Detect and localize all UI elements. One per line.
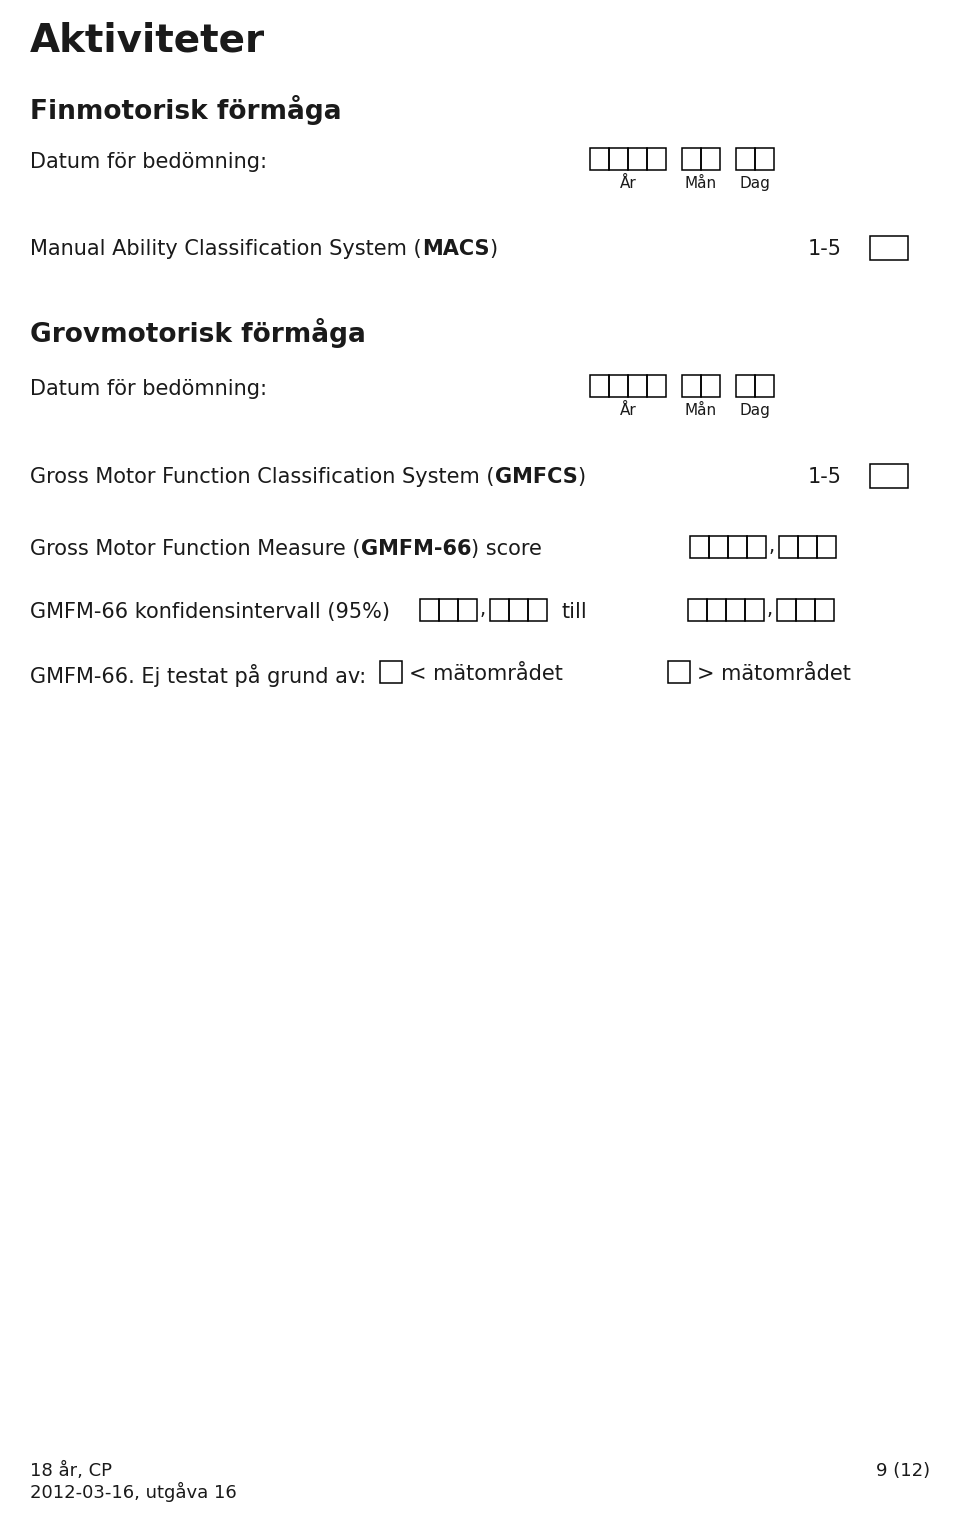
Text: GMFM-66. Ej testat på grund av:: GMFM-66. Ej testat på grund av: (30, 664, 366, 687)
Text: 9 (12): 9 (12) (876, 1462, 930, 1480)
Text: Mån: Mån (684, 176, 717, 191)
Text: 1-5: 1-5 (808, 468, 842, 487)
Text: GMFM-66: GMFM-66 (361, 539, 471, 558)
Bar (777, 599, 796, 620)
Bar (380, 661, 402, 682)
Bar (798, 536, 817, 558)
Bar (728, 536, 747, 558)
Text: ,: , (769, 537, 775, 555)
Text: Datum för bedömning:: Datum för bedömning: (30, 378, 267, 399)
Text: Finmotorisk förmåga: Finmotorisk förmåga (30, 95, 342, 126)
Bar (439, 599, 458, 620)
Text: Gross Motor Function Classification System (: Gross Motor Function Classification Syst… (30, 468, 494, 487)
Text: > mätområdet: > mätområdet (697, 664, 851, 684)
Bar (688, 599, 707, 620)
Bar (590, 148, 609, 169)
Bar (609, 148, 628, 169)
Text: Grovmotorisk förmåga: Grovmotorisk förmåga (30, 318, 366, 348)
Text: < mätområdet: < mätområdet (409, 664, 563, 684)
Text: Manual Ability Classification System (: Manual Ability Classification System ( (30, 239, 421, 259)
Bar (458, 599, 477, 620)
Bar (755, 375, 774, 396)
Text: ) score: ) score (471, 539, 541, 558)
Bar (707, 599, 726, 620)
Bar (628, 375, 647, 396)
Bar (701, 375, 720, 396)
Text: MACS: MACS (421, 239, 490, 259)
Bar (796, 599, 815, 620)
Bar (590, 375, 609, 396)
Text: Dag: Dag (739, 402, 771, 418)
Text: ): ) (490, 239, 497, 259)
Bar (736, 375, 755, 396)
Bar (736, 148, 755, 169)
Bar (647, 375, 666, 396)
Text: ,: , (480, 601, 486, 619)
Text: Aktiviteter: Aktiviteter (30, 23, 265, 61)
Bar (779, 536, 798, 558)
Bar (490, 599, 509, 620)
Text: till: till (561, 602, 587, 622)
Bar (870, 464, 908, 489)
Bar (815, 599, 834, 620)
Bar (817, 536, 836, 558)
Text: GMFCS: GMFCS (494, 468, 577, 487)
Text: GMFM-66 konfidensintervall (95%): GMFM-66 konfidensintervall (95%) (30, 602, 390, 622)
Text: ,: , (767, 601, 773, 619)
Text: Mån: Mån (684, 402, 717, 418)
Text: 1-5: 1-5 (808, 239, 842, 259)
Bar (509, 599, 528, 620)
Bar (609, 375, 628, 396)
Bar (726, 599, 745, 620)
Bar (755, 148, 774, 169)
Bar (690, 536, 709, 558)
Text: Datum för bedömning:: Datum för bedömning: (30, 151, 267, 172)
Text: Gross Motor Function Measure (: Gross Motor Function Measure ( (30, 539, 361, 558)
Bar (668, 661, 690, 682)
Text: År: År (619, 176, 636, 191)
Text: ): ) (577, 468, 586, 487)
Bar (745, 599, 764, 620)
Bar (528, 599, 547, 620)
Text: År: År (619, 402, 636, 418)
Bar (709, 536, 728, 558)
Text: Dag: Dag (739, 176, 771, 191)
Text: 18 år, CP: 18 år, CP (30, 1462, 112, 1480)
Bar (870, 236, 908, 260)
Text: 2012-03-16, utgåva 16: 2012-03-16, utgåva 16 (30, 1483, 237, 1502)
Bar (701, 148, 720, 169)
Bar (420, 599, 439, 620)
Bar (647, 148, 666, 169)
Bar (682, 148, 701, 169)
Bar (628, 148, 647, 169)
Bar (682, 375, 701, 396)
Bar (747, 536, 766, 558)
